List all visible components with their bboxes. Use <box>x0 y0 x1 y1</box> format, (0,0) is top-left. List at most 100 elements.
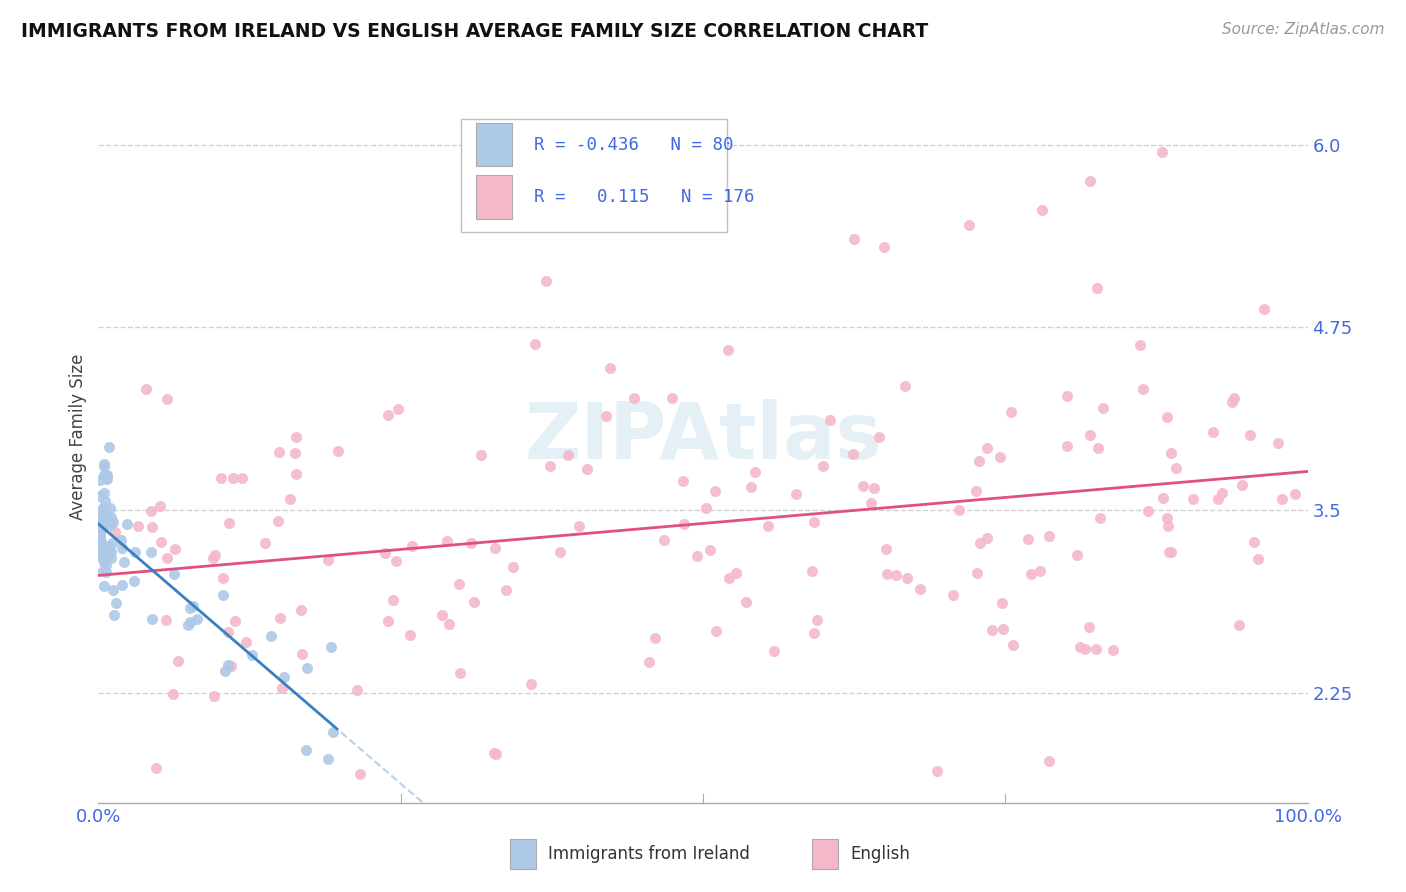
Point <box>449 666 471 681</box>
Point <box>1271 492 1294 507</box>
Y-axis label: Average Family Size: Average Family Size <box>69 354 87 520</box>
Point <box>90 541 112 555</box>
Point <box>94 510 117 524</box>
Point <box>1267 436 1289 450</box>
Point <box>1000 405 1022 419</box>
Point <box>93 457 115 471</box>
Point <box>93 458 115 473</box>
Point <box>218 516 240 531</box>
Point <box>430 608 453 623</box>
Point <box>89 521 111 535</box>
Point <box>1223 391 1246 405</box>
Point <box>1157 518 1180 533</box>
Text: IMMIGRANTS FROM IRELAND VS ENGLISH AVERAGE FAMILY SIZE CORRELATION CHART: IMMIGRANTS FROM IRELAND VS ENGLISH AVERA… <box>21 22 928 41</box>
Point <box>595 409 617 424</box>
Point <box>803 625 825 640</box>
Point <box>925 764 948 779</box>
Point <box>1078 620 1101 634</box>
Point <box>868 430 890 444</box>
Point <box>271 681 294 695</box>
Point <box>523 337 546 351</box>
Point <box>1132 382 1154 396</box>
Point <box>149 499 172 513</box>
Point <box>291 647 314 661</box>
Point <box>91 512 114 526</box>
Point <box>100 515 122 529</box>
Point <box>90 521 112 535</box>
Point <box>89 529 111 543</box>
Point <box>94 500 117 514</box>
Point <box>212 588 235 602</box>
Point <box>319 640 342 654</box>
Point <box>735 595 758 609</box>
Point <box>1092 401 1115 415</box>
Point <box>89 529 111 543</box>
Point <box>695 500 717 515</box>
Point <box>89 473 111 487</box>
Point <box>219 658 242 673</box>
Point <box>89 538 111 552</box>
Text: Immigrants from Ireland: Immigrants from Ireland <box>548 845 751 863</box>
Point <box>273 670 295 684</box>
Point <box>177 618 200 632</box>
Point <box>101 583 124 598</box>
Point <box>150 535 173 549</box>
Point <box>965 484 987 499</box>
Point <box>89 489 111 503</box>
Point <box>94 558 117 572</box>
Point <box>269 611 291 625</box>
Point <box>90 534 112 549</box>
Point <box>398 628 420 642</box>
Point <box>1253 302 1275 317</box>
Point <box>111 578 134 592</box>
Point <box>110 533 132 547</box>
Point <box>224 614 246 628</box>
Point <box>96 472 118 486</box>
Point <box>103 608 125 623</box>
Point <box>1156 409 1178 424</box>
Point <box>349 766 371 780</box>
Point <box>94 502 117 516</box>
Point <box>278 491 301 506</box>
Point <box>318 553 340 567</box>
Point <box>100 510 122 524</box>
Point <box>217 657 239 672</box>
Point <box>100 545 122 559</box>
Point <box>93 553 115 567</box>
Point <box>785 487 807 501</box>
Point <box>100 551 122 566</box>
Point <box>377 614 399 628</box>
Point <box>139 504 162 518</box>
Point <box>941 588 963 602</box>
Point <box>1160 446 1182 460</box>
Point <box>93 555 115 569</box>
Point <box>449 576 471 591</box>
Point <box>374 546 396 560</box>
Point <box>1074 641 1097 656</box>
Point <box>548 545 571 559</box>
Point <box>1137 504 1160 518</box>
Point <box>124 545 146 559</box>
Point <box>91 547 114 561</box>
Point <box>908 582 931 596</box>
Point <box>101 515 124 529</box>
Point <box>90 514 112 528</box>
Point <box>495 583 517 598</box>
Point <box>1078 174 1101 188</box>
Point <box>704 624 727 638</box>
Point <box>520 677 543 691</box>
Point <box>672 516 695 531</box>
Point <box>202 689 225 703</box>
Point <box>156 551 179 566</box>
Point <box>756 519 779 533</box>
Point <box>217 624 239 639</box>
Point <box>100 501 122 516</box>
Point <box>969 536 991 550</box>
Point <box>1056 439 1078 453</box>
Point <box>502 560 524 574</box>
Point <box>534 274 557 288</box>
Point <box>1243 534 1265 549</box>
Point <box>209 471 232 485</box>
Point <box>1085 280 1108 294</box>
Point <box>127 518 149 533</box>
